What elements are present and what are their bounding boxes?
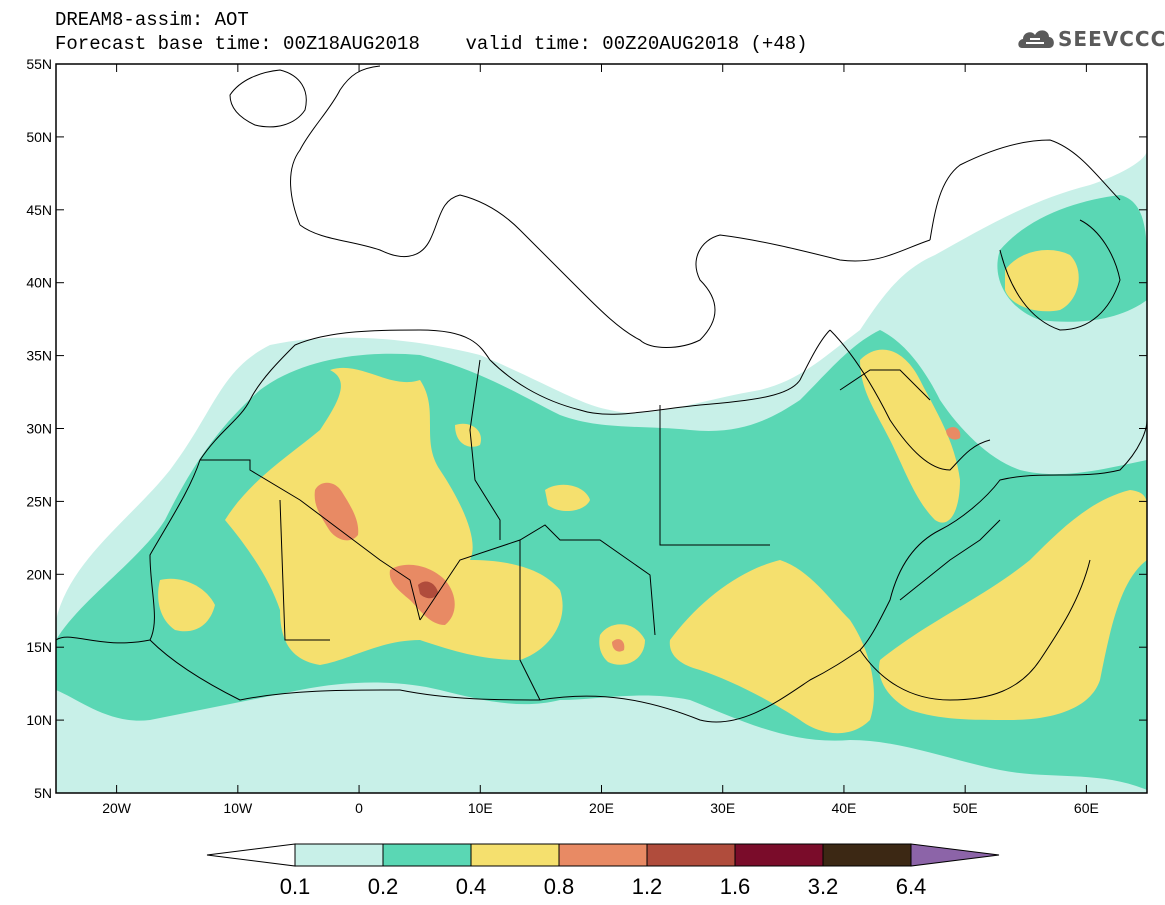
aot-level-0.4 <box>879 490 1147 720</box>
lat-tick-label: 55N <box>26 56 52 72</box>
lat-tick-label: 20N <box>26 566 52 582</box>
base-time-label: Forecast base time: 00Z18AUG2018 <box>55 33 420 55</box>
aot-level-0.8 <box>946 427 961 440</box>
aot-level-0.8 <box>612 639 625 652</box>
aot-level-0.4 <box>455 423 481 447</box>
colorbar-swatch <box>822 843 912 867</box>
aot-field <box>56 150 1147 793</box>
lon-tick-label: 20W <box>102 800 132 816</box>
lon-tick-label: 0 <box>355 800 363 816</box>
colorbar-swatch <box>382 843 472 867</box>
lat-tick-label: 35N <box>26 348 52 364</box>
cloud-icon <box>1018 30 1054 48</box>
colorbar-swatch <box>646 843 736 867</box>
colorbar-under-arrow <box>206 843 296 867</box>
colorbar-swatch <box>294 843 384 867</box>
aot-level-0.4 <box>1005 250 1079 312</box>
lat-tick-label: 30N <box>26 421 52 437</box>
valid-time-label: valid time: 00Z20AUG2018 (+48) <box>465 33 808 55</box>
aot-level-0.4 <box>225 367 563 665</box>
aot-level-0.8 <box>314 482 359 541</box>
colorbar-label: 3.2 <box>808 874 839 899</box>
colorbar-label: 0.2 <box>368 874 399 899</box>
lat-tick-label: 45N <box>26 202 52 218</box>
forecast-time-line: Forecast base time: 00Z18AUG2018 valid t… <box>55 33 808 55</box>
lon-tick-label: 10E <box>468 800 493 816</box>
colorbar-swatch <box>470 843 560 867</box>
lat-tick-label: 15N <box>26 639 52 655</box>
longitude-axis: 20W 10W 0 10E 20E 30E 40E 50E 60E <box>102 64 1099 816</box>
colorbar-label: 6.4 <box>896 874 927 899</box>
colorbar-label: 1.2 <box>632 874 663 899</box>
lon-tick-label: 60E <box>1074 800 1099 816</box>
colorbar-label: 1.6 <box>720 874 751 899</box>
latitude-axis: 5N 10N 15N 20N 25N 30N 35N 40N 45N 50N 55N <box>26 56 1147 801</box>
lon-tick-label: 30E <box>710 800 735 816</box>
lon-tick-label: 10W <box>223 800 253 816</box>
aot-level-0.4 <box>158 578 215 632</box>
lon-tick-label: 40E <box>831 800 856 816</box>
coastlines <box>56 65 1147 723</box>
colorbar-label: 0.4 <box>456 874 487 899</box>
aot-level-0.4 <box>860 349 960 523</box>
lon-tick-label: 20E <box>589 800 614 816</box>
aot-level-0.4 <box>669 560 874 734</box>
lat-tick-label: 10N <box>26 712 52 728</box>
lat-tick-label: 50N <box>26 129 52 145</box>
logo-text: SEEVCCC <box>1058 27 1165 51</box>
colorbar-swatch <box>734 843 824 867</box>
colorbar-label: 0.8 <box>544 874 575 899</box>
map-title: DREAM8-assim: AOT <box>55 9 249 31</box>
colorbar-swatch <box>558 843 648 867</box>
lat-tick-label: 5N <box>34 785 52 801</box>
aot-level-1.2 <box>418 581 438 599</box>
lon-tick-label: 50E <box>953 800 978 816</box>
colorbar-over-arrow <box>910 843 1000 867</box>
colorbar-label: 0.1 <box>280 874 311 899</box>
lat-tick-label: 40N <box>26 275 52 291</box>
aot-level-0.4 <box>545 484 590 512</box>
lat-tick-label: 25N <box>26 493 52 509</box>
